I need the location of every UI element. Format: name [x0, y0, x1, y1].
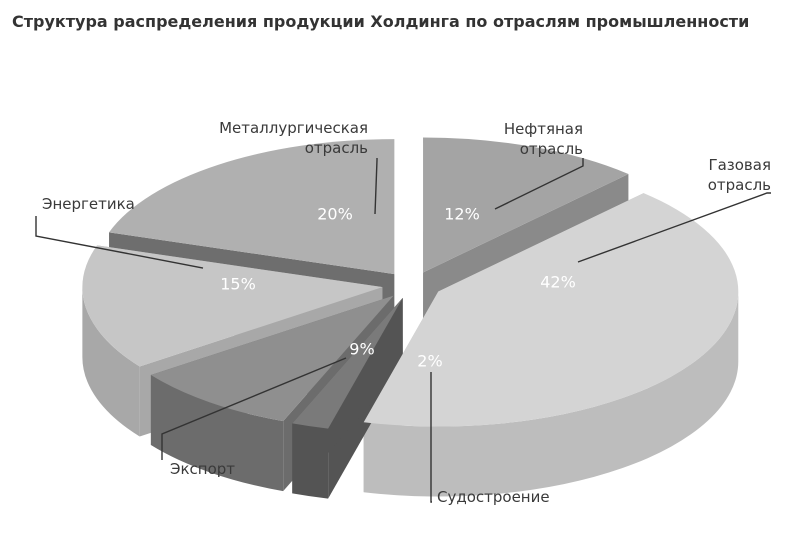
value-label-5: 15%: [220, 275, 256, 294]
category-label-4-line-1: Экспорт: [170, 460, 235, 478]
value-label-6: 20%: [317, 205, 353, 224]
category-label-1-line-2: отрасль: [520, 140, 583, 158]
pie-slice-5: [82, 245, 383, 367]
leader-line-3: [430, 372, 432, 503]
pie-slice-side-3: [292, 297, 403, 499]
value-label-3: 2%: [417, 352, 442, 371]
value-label-2: 42%: [540, 273, 576, 292]
pie-slice-3: [292, 297, 403, 429]
value-label-4: 9%: [349, 340, 374, 359]
category-label-1-line-1: Нефтяная: [504, 120, 583, 138]
leader-line-6: [374, 158, 378, 215]
category-label-6-line-2: отрасль: [305, 139, 368, 157]
pie-slice-4: [150, 295, 394, 422]
category-label-6-line-1: Металлургическая: [219, 119, 368, 137]
pie-slice-6: [109, 139, 395, 275]
pie-slice-1: [423, 137, 629, 273]
leader-line-2: [577, 192, 771, 263]
pie-slice-2: [363, 193, 739, 427]
value-label-1: 12%: [444, 205, 480, 224]
leader-line-4: [161, 357, 347, 460]
category-label-5-line-1: Энергетика: [42, 195, 135, 213]
leader-line-1: [494, 158, 584, 210]
leader-line-5: [35, 216, 204, 269]
category-label-2-line-2: отрасль: [708, 176, 771, 194]
category-label-2-line-1: Газовая: [708, 156, 771, 174]
category-label-3-line-1: Судостроение: [437, 488, 550, 506]
chart-title: Структура распределения продукции Холдин…: [12, 12, 750, 31]
